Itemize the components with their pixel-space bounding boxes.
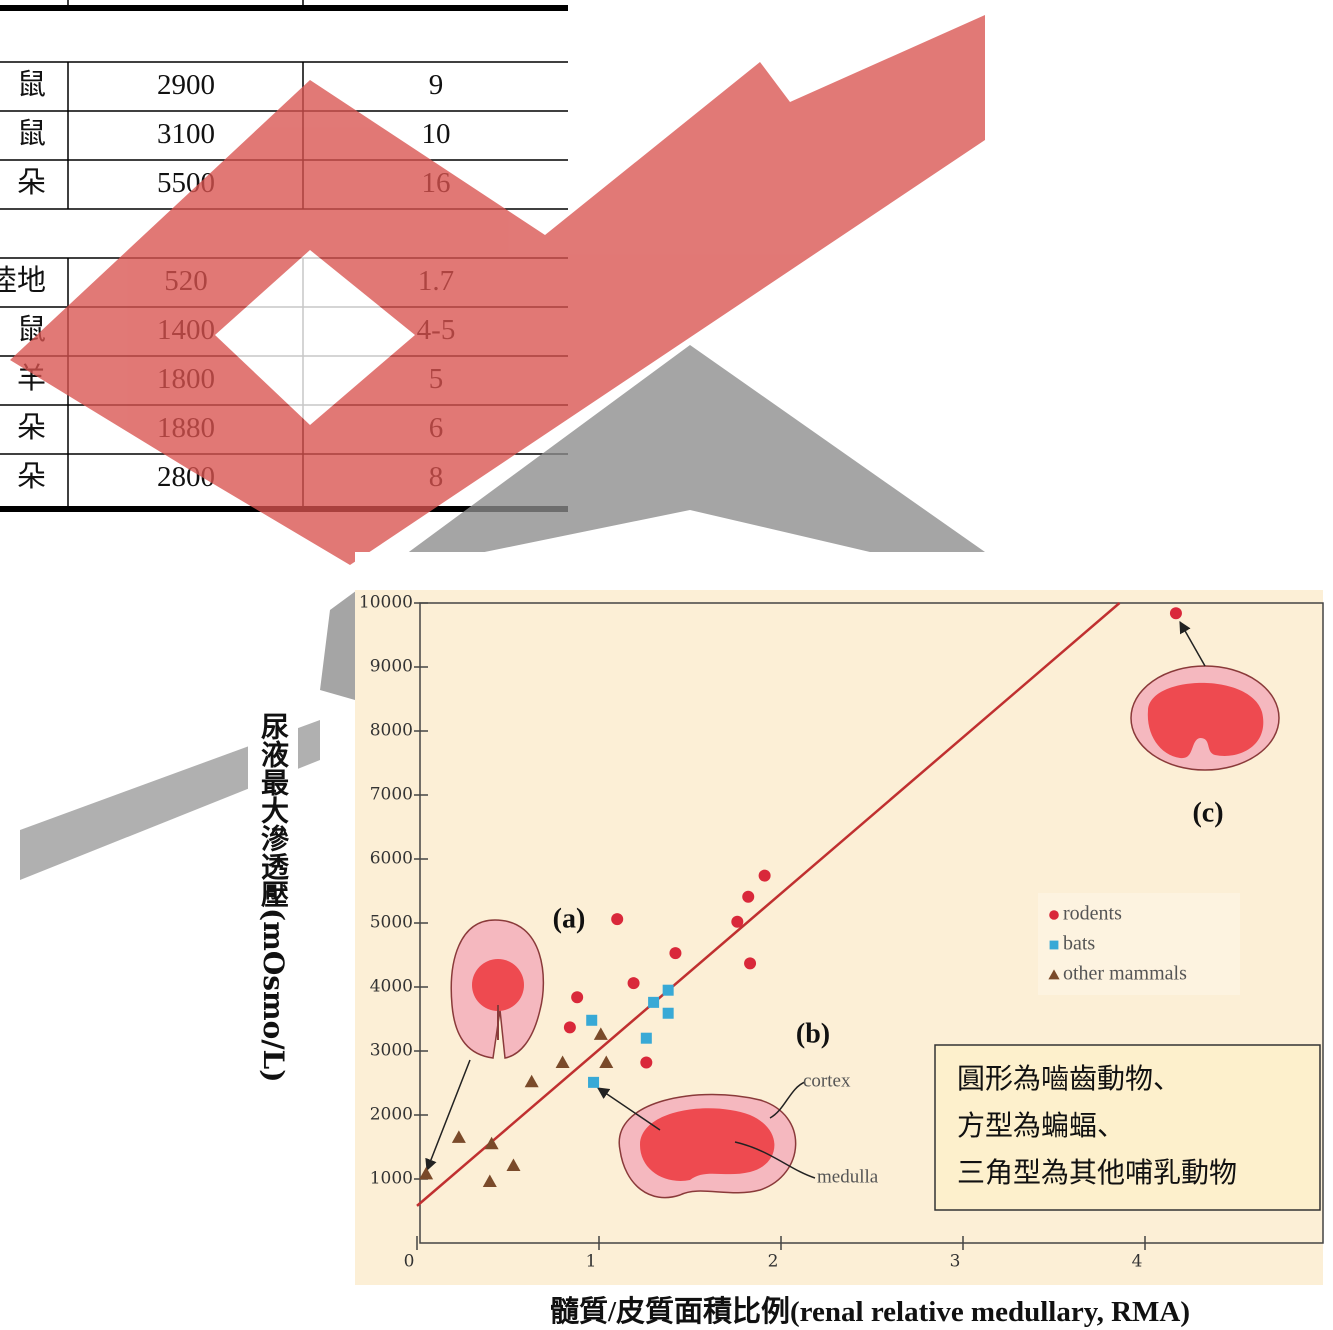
- watermark-gray-strip: [20, 720, 320, 880]
- note-box: [934, 1044, 1321, 1211]
- data-point: [669, 947, 682, 960]
- x-tick-label: 2: [768, 1252, 779, 1272]
- table-cell: 10: [422, 118, 451, 150]
- x-tick-label: 1: [586, 1252, 597, 1272]
- watermark-red: [10, 15, 985, 565]
- data-point: [586, 1014, 598, 1026]
- data-point: [648, 996, 660, 1008]
- data-point: [419, 1166, 434, 1180]
- data-point: [744, 957, 757, 970]
- legend-marker: [1049, 910, 1059, 920]
- legend-marker: [1048, 969, 1060, 980]
- kidney-a: [450, 919, 545, 1059]
- data-point: [627, 977, 640, 990]
- data-point: [524, 1074, 539, 1088]
- annotation: (a): [553, 903, 586, 934]
- x-tick-label: 3: [950, 1252, 961, 1272]
- annotation: (c): [1192, 797, 1223, 828]
- y-tick-label: 10000: [359, 593, 413, 613]
- table-cell: 朵: [17, 461, 46, 493]
- watermark-gray: [320, 345, 985, 700]
- data-point: [482, 1174, 497, 1188]
- y-tick-label: 8000: [370, 721, 413, 741]
- data-point: [758, 869, 771, 882]
- table-cell: 鼠: [17, 68, 46, 101]
- y-tick-label: 9000: [370, 657, 413, 677]
- data-point: [484, 1136, 499, 1150]
- table-cell: 陸地: [0, 264, 46, 297]
- y-tick-label: 4000: [370, 977, 413, 997]
- table-cell: 3100: [157, 118, 215, 150]
- data-point: [662, 984, 674, 996]
- annotation: (b): [796, 1018, 830, 1049]
- data-point: [593, 1027, 608, 1040]
- table-cell: 朵: [17, 412, 46, 444]
- data-point: [588, 1076, 600, 1088]
- table-cell: 9: [429, 69, 444, 101]
- trend-line: [416, 602, 1121, 1207]
- legend-label: other mammals: [1063, 963, 1187, 985]
- data-point: [640, 1032, 652, 1044]
- kidney-b: [618, 1093, 797, 1199]
- y-axis-label: 尿液最大滲透壓(mOsmo/L): [248, 712, 298, 1142]
- y-tick-label: 2000: [370, 1105, 413, 1125]
- data-point: [640, 1056, 653, 1069]
- y-tick-label: 5000: [370, 913, 413, 933]
- y-tick-label: 1000: [370, 1169, 413, 1189]
- data-point: [563, 1021, 576, 1034]
- arrows: [425, 620, 1206, 1179]
- annotation: cortex: [803, 1070, 851, 1091]
- table-cell: 2900: [157, 69, 215, 101]
- data-point: [599, 1055, 614, 1069]
- annotation: medulla: [817, 1166, 879, 1187]
- data-point: [662, 1007, 674, 1019]
- data-point: [571, 991, 584, 1004]
- data-point: [742, 890, 755, 903]
- y-tick-label: 6000: [370, 849, 413, 869]
- y-tick-label: 7000: [370, 785, 413, 805]
- data-point: [1169, 607, 1182, 620]
- chart-body: 1000 2000 3000 4000 5000 6000 7000 8000 9000 1000…: [355, 590, 1324, 1285]
- data-point: [506, 1158, 521, 1172]
- x-tick-label: 0: [404, 1252, 415, 1272]
- note-line: 方型為蝙蝠、: [957, 1109, 1125, 1142]
- legend-box: [1038, 893, 1240, 995]
- data-point: [555, 1055, 570, 1069]
- data-point: [451, 1130, 466, 1143]
- data-point: [731, 915, 744, 928]
- x-tick-label: 4: [1132, 1252, 1143, 1272]
- watermark: [10, 15, 985, 880]
- legend-marker: [1049, 940, 1059, 950]
- x-axis-label: 髓質/皮質面積比例(renal relative medullary, RMA): [549, 1296, 1191, 1328]
- note-line: 圓形為嚙齒動物、: [957, 1062, 1181, 1095]
- legend-label: bats: [1063, 933, 1095, 955]
- y-tick-label: 3000: [370, 1041, 413, 1061]
- legend-label: rodents: [1063, 903, 1122, 925]
- data-point: [611, 913, 624, 926]
- watermark-hole: [215, 250, 415, 425]
- kidney-c: [1130, 665, 1280, 771]
- note-line: 三角型為其他哺乳動物: [957, 1156, 1237, 1189]
- table-cell: 朵: [17, 167, 46, 199]
- table-cell: 鼠: [17, 117, 46, 150]
